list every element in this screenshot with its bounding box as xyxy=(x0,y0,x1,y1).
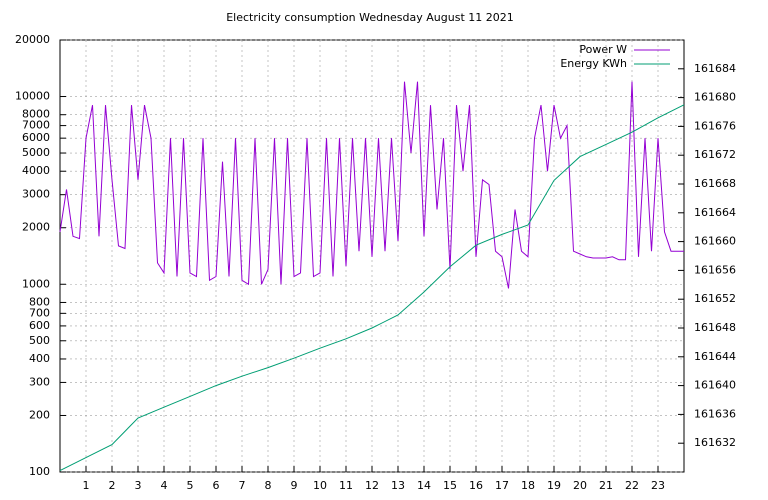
y2-tick-label: 161664 xyxy=(694,206,736,219)
y-tick-label: 300 xyxy=(29,375,50,388)
y-tick-label: 5000 xyxy=(22,146,50,159)
series-line xyxy=(59,104,685,472)
y2-tick-label: 161668 xyxy=(694,177,736,190)
x-tick-label: 23 xyxy=(651,479,665,492)
x-tick-label: 4 xyxy=(161,479,168,492)
series-line xyxy=(59,81,684,289)
x-tick-label: 5 xyxy=(187,479,194,492)
x-tick-label: 15 xyxy=(443,479,457,492)
y2-tick-label: 161676 xyxy=(694,119,736,132)
x-tick-label: 14 xyxy=(417,479,431,492)
x-tick-label: 16 xyxy=(469,479,483,492)
y2-tick-label: 161648 xyxy=(694,321,736,334)
y-tick-label: 20000 xyxy=(15,33,50,46)
y-tick-label: 2000 xyxy=(22,221,50,234)
x-tick-label: 1 xyxy=(83,479,90,492)
x-tick-label: 6 xyxy=(213,479,220,492)
y-tick-label: 800 xyxy=(29,295,50,308)
y2-tick-label: 161684 xyxy=(694,62,736,75)
y2-tick-label: 161636 xyxy=(694,407,736,420)
y-tick-label: 100 xyxy=(29,465,50,478)
y-tick-label: 700 xyxy=(29,306,50,319)
x-tick-label: 12 xyxy=(365,479,379,492)
y-tick-label: 200 xyxy=(29,408,50,421)
x-tick-label: 20 xyxy=(573,479,587,492)
x-tick-label: 3 xyxy=(135,479,142,492)
y2-tick-label: 161672 xyxy=(694,148,736,161)
x-tick-label: 19 xyxy=(547,479,561,492)
legend-label: Power W xyxy=(579,43,627,56)
y2-tick-label: 161660 xyxy=(694,235,736,248)
x-tick-label: 9 xyxy=(291,479,298,492)
x-tick-label: 18 xyxy=(521,479,535,492)
y-tick-label: 500 xyxy=(29,334,50,347)
x-tick-label: 10 xyxy=(313,479,327,492)
x-tick-label: 7 xyxy=(239,479,246,492)
chart-title: Electricity consumption Wednesday August… xyxy=(226,11,514,24)
x-tick-label: 8 xyxy=(265,479,272,492)
y2-tick-label: 161656 xyxy=(694,263,736,276)
y-tick-label: 3000 xyxy=(22,188,50,201)
x-tick-label: 13 xyxy=(391,479,405,492)
y2-tick-label: 161680 xyxy=(694,91,736,104)
x-tick-label: 11 xyxy=(339,479,353,492)
y2-tick-label: 161632 xyxy=(694,436,736,449)
x-tick-label: 21 xyxy=(599,479,613,492)
y-tick-label: 8000 xyxy=(22,108,50,121)
y2-tick-label: 161652 xyxy=(694,292,736,305)
x-tick-label: 17 xyxy=(495,479,509,492)
legend-label: Energy KWh xyxy=(560,57,627,70)
y-tick-label: 10000 xyxy=(15,90,50,103)
y-tick-label: 6000 xyxy=(22,131,50,144)
y-tick-label: 4000 xyxy=(22,164,50,177)
y-tick-label: 600 xyxy=(29,319,50,332)
y-tick-label: 7000 xyxy=(22,119,50,132)
x-tick-label: 22 xyxy=(625,479,639,492)
y2-tick-label: 161644 xyxy=(694,350,736,363)
y-tick-label: 400 xyxy=(29,352,50,365)
x-tick-label: 2 xyxy=(109,479,116,492)
y-tick-label: 1000 xyxy=(22,277,50,290)
y2-tick-label: 161640 xyxy=(694,379,736,392)
